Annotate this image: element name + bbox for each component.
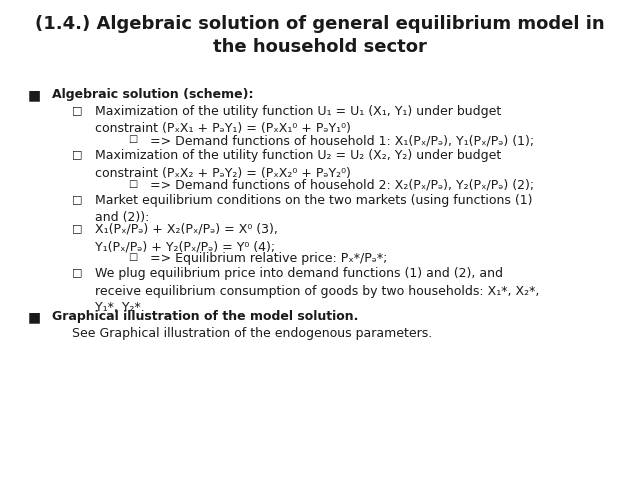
- Text: Market equilibrium conditions on the two markets (using functions (1)
and (2)):: Market equilibrium conditions on the two…: [95, 194, 532, 224]
- Text: We plug equilibrium price into demand functions (1) and (2), and
receive equilib: We plug equilibrium price into demand fu…: [95, 267, 540, 314]
- Text: □: □: [72, 149, 83, 159]
- Text: □: □: [128, 252, 137, 262]
- Text: => Equilibrium relative price: Pₓ*/Pₔ*;: => Equilibrium relative price: Pₓ*/Pₔ*;: [150, 252, 387, 265]
- Text: Algebraic solution (scheme):: Algebraic solution (scheme):: [52, 88, 253, 101]
- Text: □: □: [128, 134, 137, 144]
- Text: (1.4.) Algebraic solution of general equilibrium model in
the household sector: (1.4.) Algebraic solution of general equ…: [35, 15, 605, 56]
- Text: □: □: [128, 179, 137, 189]
- Text: □: □: [72, 267, 83, 277]
- Text: => Demand functions of household 1: X₁(Pₓ/Pₔ), Y₁(Pₓ/Pₔ) (1);: => Demand functions of household 1: X₁(P…: [150, 134, 534, 147]
- Text: ■: ■: [28, 88, 41, 102]
- Text: X₁(Pₓ/Pₔ) + X₂(Pₓ/Pₔ) = X⁰ (3),
Y₁(Pₓ/Pₔ) + Y₂(Pₓ/Pₔ) = Y⁰ (4);: X₁(Pₓ/Pₔ) + X₂(Pₓ/Pₔ) = X⁰ (3), Y₁(Pₓ/Pₔ…: [95, 223, 278, 253]
- Text: See Graphical illustration of the endogenous parameters.: See Graphical illustration of the endoge…: [72, 327, 432, 340]
- Text: Graphical illustration of the model solution.: Graphical illustration of the model solu…: [52, 310, 358, 323]
- Text: ■: ■: [28, 310, 41, 324]
- Text: Maximization of the utility function U₂ = U₂ (X₂, Y₂) under budget
constraint (P: Maximization of the utility function U₂ …: [95, 149, 501, 180]
- Text: Maximization of the utility function U₁ = U₁ (X₁, Y₁) under budget
constraint (P: Maximization of the utility function U₁ …: [95, 105, 501, 135]
- Text: => Demand functions of household 2: X₂(Pₓ/Pₔ), Y₂(Pₓ/Pₔ) (2);: => Demand functions of household 2: X₂(P…: [150, 179, 534, 192]
- Text: □: □: [72, 223, 83, 233]
- Text: □: □: [72, 194, 83, 204]
- Text: □: □: [72, 105, 83, 115]
